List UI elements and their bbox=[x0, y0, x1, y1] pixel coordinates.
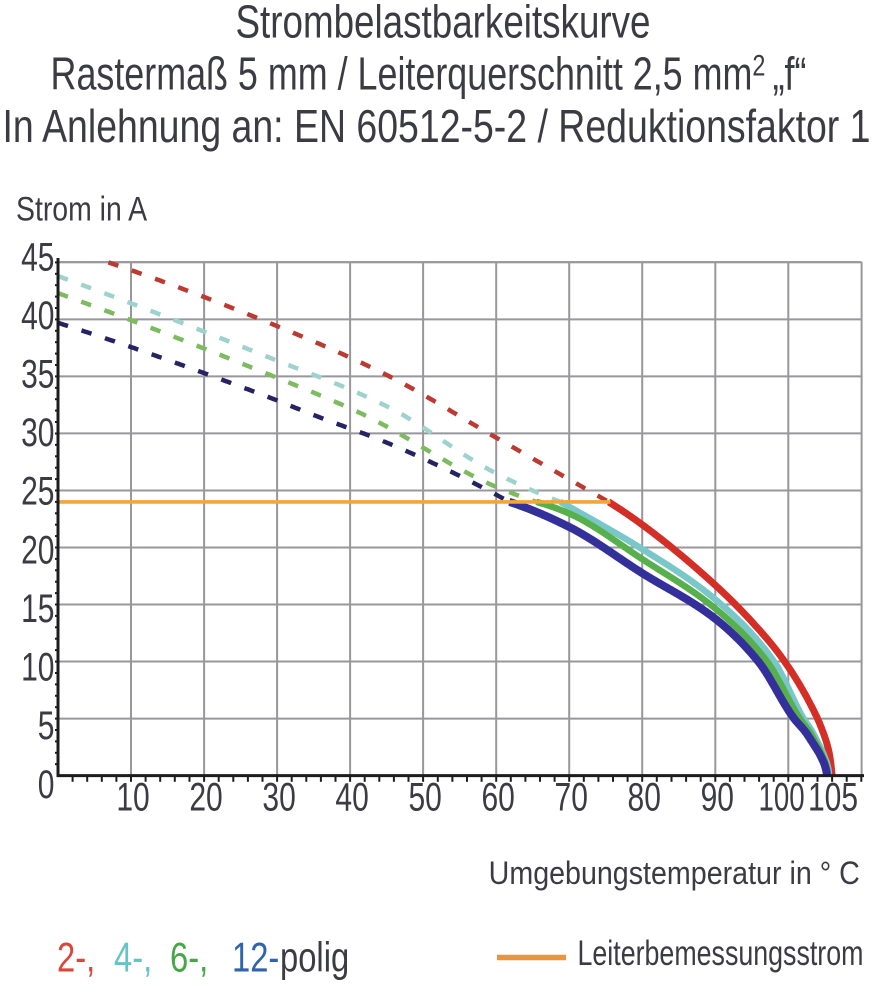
svg-text:100: 100 bbox=[758, 776, 804, 820]
svg-text:30: 30 bbox=[21, 411, 54, 455]
svg-text:10: 10 bbox=[21, 646, 54, 690]
svg-text:12-: 12- bbox=[232, 934, 279, 981]
svg-text:4-,: 4-, bbox=[114, 934, 152, 981]
svg-text:Rastermaß 5 mm / Leiterquersch: Rastermaß 5 mm / Leiterquerschnitt 2,5 m… bbox=[51, 48, 807, 99]
svg-text:Strom in A: Strom in A bbox=[16, 190, 147, 228]
svg-text:90: 90 bbox=[701, 776, 734, 820]
svg-text:In Anlehnung an: EN 60512-5-2: In Anlehnung an: EN 60512-5-2 / Reduktio… bbox=[3, 100, 871, 152]
svg-text:30: 30 bbox=[262, 776, 295, 820]
svg-text:Strombelastbarkeitskurve: Strombelastbarkeitskurve bbox=[235, 0, 650, 47]
svg-text:15: 15 bbox=[21, 587, 54, 631]
svg-text:60: 60 bbox=[481, 776, 514, 820]
svg-text:45: 45 bbox=[21, 235, 54, 279]
svg-text:6-,: 6-, bbox=[170, 934, 208, 981]
svg-text:20: 20 bbox=[189, 776, 222, 820]
svg-text:25: 25 bbox=[21, 470, 54, 514]
svg-text:0: 0 bbox=[38, 763, 55, 807]
svg-text:105: 105 bbox=[808, 776, 858, 820]
svg-text:2-,: 2-, bbox=[57, 934, 95, 981]
svg-text:80: 80 bbox=[628, 776, 661, 820]
svg-text:40: 40 bbox=[21, 294, 54, 338]
svg-text:40: 40 bbox=[335, 776, 368, 820]
svg-text:polig: polig bbox=[280, 934, 349, 981]
svg-text:Umgebungstemperatur in ° C: Umgebungstemperatur in ° C bbox=[489, 857, 860, 892]
svg-text:5: 5 bbox=[38, 704, 55, 748]
svg-text:70: 70 bbox=[555, 776, 588, 820]
svg-text:Leiterbemessungsstrom: Leiterbemessungsstrom bbox=[578, 934, 864, 973]
svg-text:50: 50 bbox=[408, 776, 441, 820]
svg-text:20: 20 bbox=[21, 528, 54, 572]
svg-text:10: 10 bbox=[116, 776, 149, 820]
svg-text:35: 35 bbox=[21, 353, 54, 397]
